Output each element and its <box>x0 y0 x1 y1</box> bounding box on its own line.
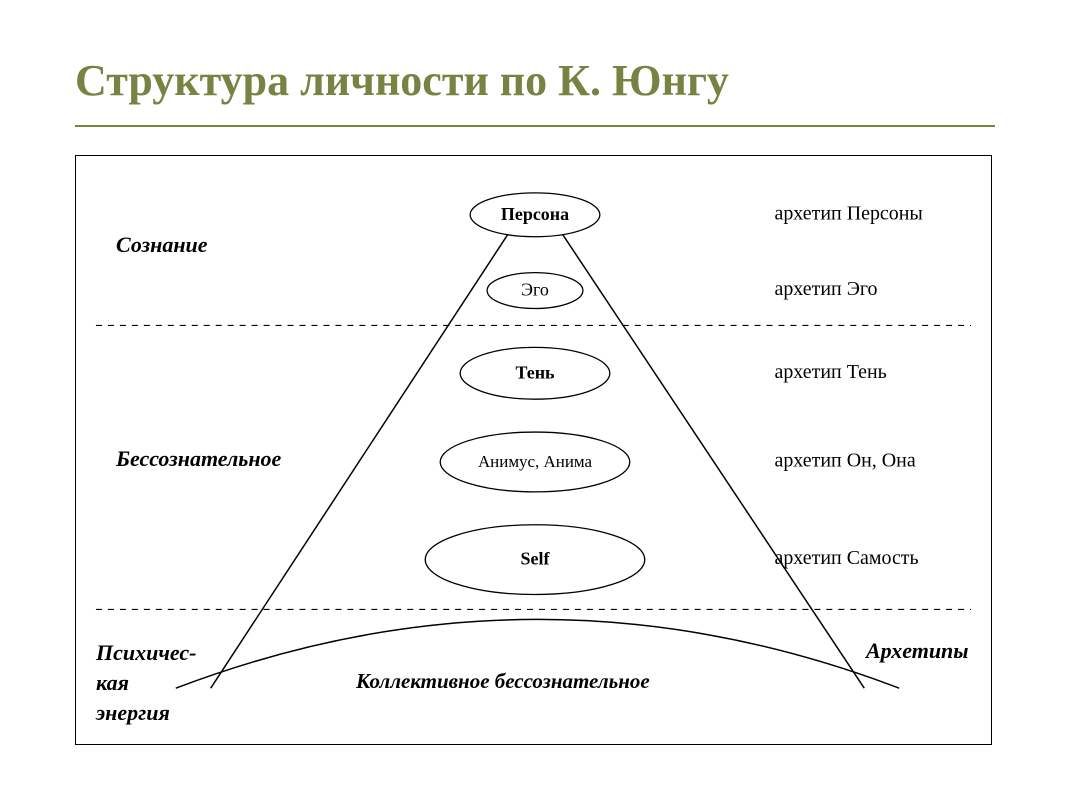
archetype-label-self: архетип Самость <box>774 547 918 569</box>
ellipse-label-persona: Персона <box>501 204 569 224</box>
region-label-psychic_energy: Психичес- кая энергия <box>96 638 196 728</box>
region-label-archetypes: Архетипы <box>866 638 969 664</box>
diagram-frame: Персона архетип Персоны Эго архетип Эго Тень… <box>75 155 992 745</box>
region-label-consciousness: Сознание <box>116 232 208 258</box>
slide: Структура личности по К. Юнгу Персона арх… <box>0 0 1069 806</box>
ellipse-label-self: Self <box>521 549 551 569</box>
ellipse-label-ego: Эго <box>521 280 549 300</box>
title-text: Структура личности по К. Юнгу <box>75 56 729 105</box>
region-label-collective: Коллективное бессознательное <box>356 669 650 694</box>
region-label-unconscious: Бессознательное <box>116 446 281 472</box>
title-rule <box>75 125 995 127</box>
archetype-label-anima: архетип Он, Она <box>774 450 915 472</box>
ellipse-label-shadow: Тень <box>515 362 555 382</box>
page-title: Структура личности по К. Юнгу <box>75 55 729 106</box>
archetype-label-persona: архетип Персоны <box>774 202 922 224</box>
archetype-label-ego: архетип Эго <box>774 278 877 300</box>
ellipse-label-anima: Анимус, Анима <box>478 452 593 471</box>
archetype-label-shadow: архетип Тень <box>774 361 886 383</box>
